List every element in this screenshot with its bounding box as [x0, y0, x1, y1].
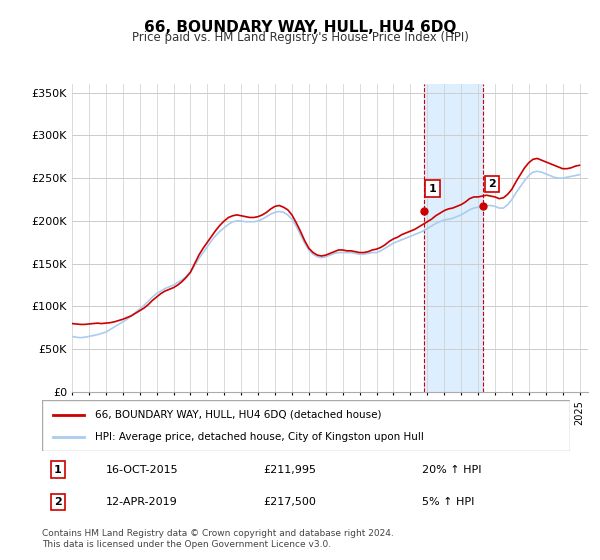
- Text: 66, BOUNDARY WAY, HULL, HU4 6DQ: 66, BOUNDARY WAY, HULL, HU4 6DQ: [144, 20, 456, 35]
- Text: 5% ↑ HPI: 5% ↑ HPI: [422, 497, 475, 507]
- Text: 2: 2: [54, 497, 62, 507]
- Text: 16-OCT-2015: 16-OCT-2015: [106, 465, 178, 475]
- Text: £211,995: £211,995: [264, 465, 317, 475]
- Text: 2: 2: [488, 179, 496, 189]
- Text: HPI: Average price, detached house, City of Kingston upon Hull: HPI: Average price, detached house, City…: [95, 432, 424, 442]
- Text: 66, BOUNDARY WAY, HULL, HU4 6DQ (detached house): 66, BOUNDARY WAY, HULL, HU4 6DQ (detache…: [95, 409, 382, 419]
- Text: 1: 1: [54, 465, 62, 475]
- Bar: [424, 84, 483, 392]
- Text: Price paid vs. HM Land Registry's House Price Index (HPI): Price paid vs. HM Land Registry's House …: [131, 31, 469, 44]
- Text: Contains HM Land Registry data © Crown copyright and database right 2024.
This d: Contains HM Land Registry data © Crown c…: [42, 529, 394, 549]
- Text: 1: 1: [429, 184, 437, 194]
- Text: £217,500: £217,500: [264, 497, 317, 507]
- Text: 12-APR-2019: 12-APR-2019: [106, 497, 177, 507]
- FancyBboxPatch shape: [42, 400, 570, 451]
- Text: 20% ↑ HPI: 20% ↑ HPI: [422, 465, 482, 475]
